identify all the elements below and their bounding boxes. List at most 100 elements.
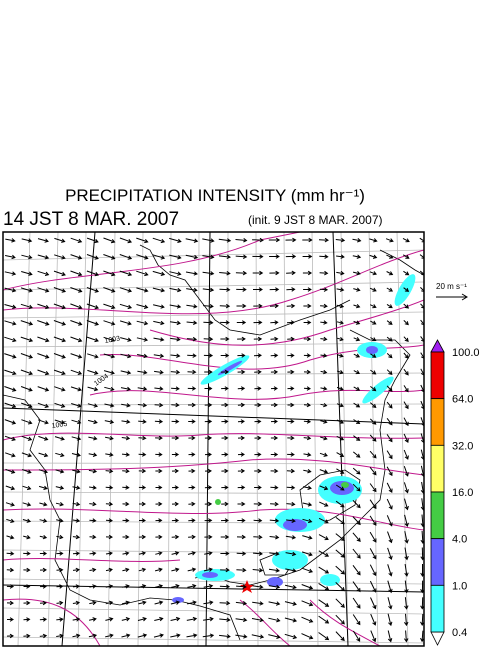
wind-arrow (39, 633, 48, 639)
wind-arrow (119, 287, 133, 293)
wind-arrow (219, 634, 231, 639)
wind-arrow (121, 435, 131, 441)
wind-arrow (301, 600, 314, 607)
wind-arrow (187, 567, 197, 572)
wind-arrow (270, 336, 279, 342)
wind-arrow (320, 369, 328, 375)
wind-arrow (22, 469, 32, 474)
wind-arrow (254, 468, 262, 474)
wind-arrow (268, 601, 281, 606)
wind-arrow (335, 565, 346, 575)
wind-arrow (352, 451, 361, 458)
wind-arrow (404, 514, 409, 528)
wind-arrow (4, 271, 17, 276)
wind-arrow (219, 287, 231, 292)
wind-arrow (253, 336, 263, 342)
wind-arrow (105, 518, 113, 523)
wind-arrow (122, 485, 130, 490)
wind-arrow (5, 485, 16, 491)
wind-arrow (287, 353, 295, 358)
wind-arrow (402, 237, 410, 243)
wind-arrow (4, 353, 17, 359)
wind-arrow (369, 564, 377, 577)
wind-arrow (353, 402, 361, 408)
wind-arrow (72, 551, 80, 556)
wind-arrow (72, 501, 81, 507)
wind-arrow (89, 567, 97, 573)
wind-arrow (56, 633, 64, 639)
wind-arrow (220, 369, 230, 375)
wind-arrow (105, 633, 114, 638)
wind-arrow (38, 452, 49, 458)
wind-arrow (386, 254, 394, 259)
wind-arrow (335, 598, 345, 608)
wind-arrow (37, 369, 50, 376)
wind-arrow (403, 417, 409, 427)
wind-arrow (23, 584, 31, 589)
wind-arrow (186, 616, 198, 622)
wind-arrow (171, 501, 179, 507)
wind-arrow (202, 254, 215, 260)
wind-arrow (253, 534, 263, 540)
wind-arrow (320, 320, 328, 325)
wind-arrow (336, 303, 345, 309)
isobar-label: 1005 (51, 421, 68, 430)
wind-arrow (370, 369, 377, 375)
wind-arrow (137, 353, 148, 359)
wind-arrow (251, 634, 265, 639)
wind-arrow (303, 386, 311, 391)
wind-arrow (37, 238, 49, 243)
wind-arrow (137, 370, 148, 375)
wind-arrow (72, 469, 81, 474)
wind-arrow (404, 498, 409, 511)
wind-arrow (387, 630, 393, 643)
wind-arrow (237, 419, 245, 424)
wind-arrow (369, 434, 377, 442)
wind-arrow (138, 435, 147, 441)
wind-arrow (170, 369, 181, 375)
wind-arrow (320, 402, 328, 408)
wind-arrow (70, 270, 83, 277)
wind-arrow (220, 353, 230, 358)
wind-arrow (254, 419, 262, 424)
wind-arrow (37, 254, 50, 260)
wind-arrow (335, 533, 345, 542)
wind-arrow (89, 600, 97, 606)
wind-arrow (287, 435, 295, 441)
wind-arrow (70, 287, 83, 293)
wind-arrow (138, 452, 147, 457)
wind-arrow (369, 531, 377, 543)
wind-arrow (285, 551, 297, 557)
wind-arrow (204, 501, 213, 507)
wind-arrow (353, 337, 361, 342)
wind-arrow (286, 270, 296, 276)
wind-arrow (369, 402, 377, 409)
wind-arrow (419, 237, 424, 243)
wind-arrow (268, 584, 281, 590)
wind-arrow (4, 369, 17, 376)
wind-arrow (269, 535, 280, 540)
wind-arrow (403, 287, 410, 292)
wind-arrow (252, 254, 264, 259)
wind-arrow (352, 548, 361, 559)
wind-arrow (188, 534, 196, 540)
wind-arrow (319, 254, 329, 259)
wind-arrow (203, 584, 214, 589)
wind-arrow (237, 402, 246, 408)
wind-arrow (186, 600, 197, 605)
wind-arrow (136, 287, 149, 293)
wind-arrow (220, 336, 230, 342)
wind-arrow (86, 287, 100, 293)
wind-arrow (203, 336, 214, 342)
wind-arrow (403, 352, 409, 359)
wind-arrow (170, 337, 181, 342)
wind-arrow (188, 435, 196, 441)
wind-arrow (5, 502, 15, 507)
wind-arrow (187, 353, 197, 358)
wind-arrow (236, 287, 247, 292)
wind-arrow (4, 402, 17, 409)
colorbar-label: 4.0 (452, 534, 467, 546)
wind-arrow (138, 485, 147, 490)
wind-arrow (203, 303, 214, 309)
wind-arrow (386, 303, 393, 309)
